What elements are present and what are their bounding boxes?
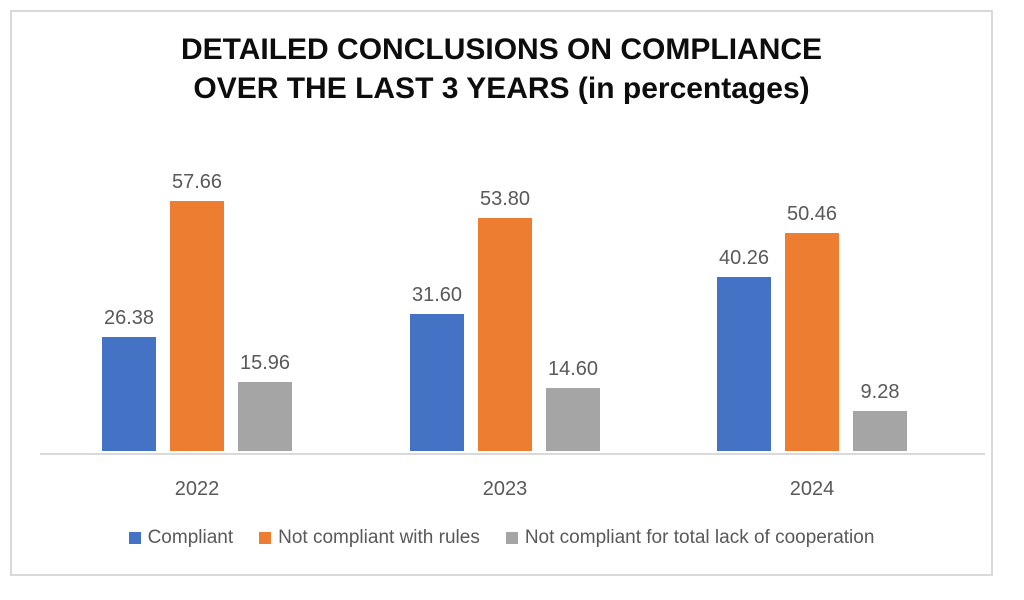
bar-value-label-2023-series-1: 53.80: [479, 188, 531, 210]
bar-wrap-2024-series-2: 9.28: [853, 381, 907, 451]
bar-wrap-2023-series-1: 53.80: [478, 188, 532, 451]
bar-wrap-2022-series-2: 15.96: [238, 352, 292, 451]
chart-title: DETAILED CONCLUSIONS ON COMPLIANCE OVER …: [12, 30, 991, 108]
bar-value-label-2023-series-0: 31.60: [411, 284, 463, 306]
bar-wrap-2022-series-1: 57.66: [170, 171, 224, 451]
bar-wrap-2023-series-0: 31.60: [410, 284, 464, 451]
bar-group-2024: 40.26 50.46 9.28: [717, 203, 907, 451]
legend-swatch-icon-2: [505, 532, 518, 544]
chart-title-line-2: OVER THE LAST 3 YEARS (in percentages): [193, 72, 810, 105]
bar-value-label-2022-series-2: 15.96: [239, 352, 291, 374]
legend-item-2: Not compliant for total lack of cooperat…: [505, 527, 875, 549]
chart-frame: DETAILED CONCLUSIONS ON COMPLIANCE OVER …: [10, 10, 993, 576]
plot-area: 26.38 57.66 15.96 31.60 53.80 14.60 40.26 50.46…: [12, 12, 991, 574]
x-axis-label-2022: 2022: [174, 478, 220, 500]
bar-2024-series-0: [717, 277, 771, 451]
bar-value-label-2022-series-1: 57.66: [171, 171, 223, 193]
bar-wrap-2024-series-0: 40.26: [717, 247, 771, 451]
bar-value-label-2023-series-2: 14.60: [547, 358, 599, 380]
bar-value-label-2024-series-1: 50.46: [786, 203, 838, 225]
legend-item-0: Compliant: [128, 527, 234, 549]
bar-wrap-2022-series-0: 26.38: [102, 307, 156, 451]
bar-value-label-2024-series-0: 40.26: [718, 247, 770, 269]
bar-2023-series-0: [410, 314, 464, 451]
bar-2022-series-2: [238, 382, 292, 451]
bar-2022-series-0: [102, 337, 156, 451]
bar-2024-series-2: [853, 411, 907, 451]
bar-2023-series-1: [478, 218, 532, 451]
x-axis-label-2023: 2023: [482, 478, 528, 500]
legend-label-0: Compliant: [147, 527, 234, 548]
bar-group-2023: 31.60 53.80 14.60: [410, 188, 600, 451]
bar-2024-series-1: [785, 233, 839, 451]
legend-label-1: Not compliant with rules: [278, 527, 480, 548]
x-axis-line: [40, 453, 985, 455]
bar-value-label-2024-series-2: 9.28: [860, 381, 900, 403]
legend-swatch-icon-1: [259, 532, 272, 544]
legend-item-1: Not compliant with rules: [259, 527, 480, 549]
chart-title-line-1: DETAILED CONCLUSIONS ON COMPLIANCE: [180, 33, 823, 66]
bar-wrap-2023-series-2: 14.60: [546, 358, 600, 451]
x-axis-label-2024: 2024: [789, 478, 835, 500]
legend-label-2: Not compliant for total lack of cooperat…: [524, 527, 875, 548]
bar-group-2022: 26.38 57.66 15.96: [102, 171, 292, 451]
bar-2023-series-2: [546, 388, 600, 451]
bar-wrap-2024-series-1: 50.46: [785, 203, 839, 451]
chart-legend: Compliant Not compliant with rules Not com…: [12, 527, 991, 549]
bar-value-label-2022-series-0: 26.38: [103, 307, 155, 329]
bar-2022-series-1: [170, 201, 224, 451]
legend-swatch-icon-0: [128, 532, 141, 544]
